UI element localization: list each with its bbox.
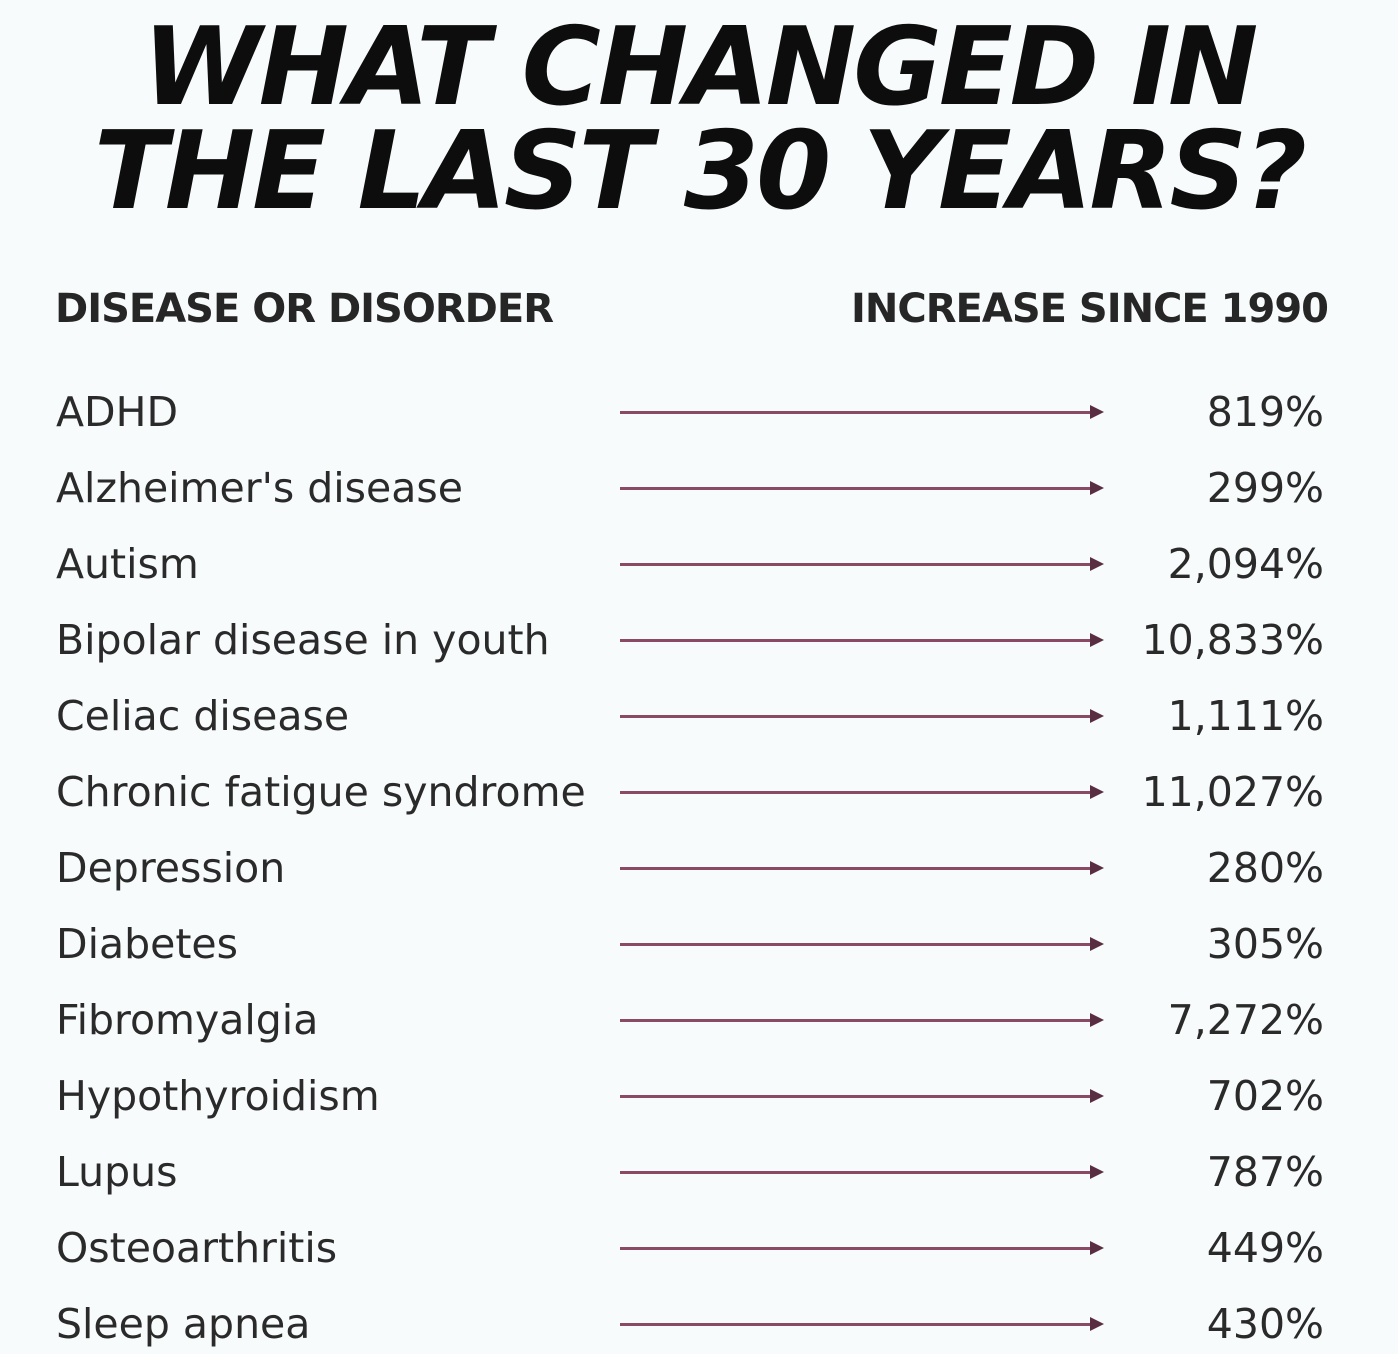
arrow-head (1090, 1241, 1104, 1255)
increase-value: 10,833% (1141, 616, 1324, 664)
disease-label: ADHD (56, 382, 183, 442)
increase-value: 1,111% (1167, 692, 1324, 740)
table-row: Sleep apnea 430% (0, 1294, 1398, 1354)
chart-title: WHAT CHANGED IN THE LAST 30 YEARS? (0, 0, 1398, 234)
arrow-icon (620, 709, 1104, 723)
arrow-icon (620, 481, 1104, 495)
title-line-1: WHAT CHANGED IN (142, 5, 1259, 130)
arrow-shaft (620, 1247, 1092, 1250)
arrow-shaft (620, 1019, 1092, 1022)
disease-label: Bipolar disease in youth (56, 610, 554, 670)
arrow-head (1090, 937, 1104, 951)
disease-label: Sleep apnea (56, 1294, 315, 1354)
arrow-shaft (620, 867, 1092, 870)
arrow-shaft (620, 487, 1092, 490)
disease-label: Lupus (56, 1142, 182, 1202)
table-row: Celiac disease 1,111% (0, 686, 1398, 746)
increase-value: 280% (1206, 844, 1324, 892)
increase-value: 299% (1206, 464, 1324, 512)
arrow-icon (620, 1165, 1104, 1179)
arrow-icon (620, 405, 1104, 419)
disease-label: Depression (56, 838, 290, 898)
increase-value: 11,027% (1141, 768, 1324, 816)
arrow-shaft (620, 943, 1092, 946)
arrow-shaft (620, 1095, 1092, 1098)
disease-label: Fibromyalgia (56, 990, 323, 1050)
table-row: Fibromyalgia 7,272% (0, 990, 1398, 1050)
arrow-shaft (620, 411, 1092, 414)
arrow-shaft (620, 639, 1092, 642)
arrow-shaft (620, 715, 1092, 718)
arrow-icon (620, 1089, 1104, 1103)
table-row: Depression 280% (0, 838, 1398, 898)
column-header-increase: INCREASE SINCE 1990 (851, 286, 1329, 332)
arrow-icon (620, 557, 1104, 571)
table-row: Lupus 787% (0, 1142, 1398, 1202)
column-header-disease: DISEASE OR DISORDER (55, 286, 554, 332)
table-row: Autism 2,094% (0, 534, 1398, 594)
arrow-icon (620, 1317, 1104, 1331)
arrow-head (1090, 481, 1104, 495)
disease-label: Autism (56, 534, 203, 594)
increase-value: 819% (1206, 388, 1324, 436)
disease-label: Chronic fatigue syndrome (56, 762, 590, 822)
title-line-2: THE LAST 30 YEARS? (94, 109, 1307, 234)
arrow-icon (620, 633, 1104, 647)
table-row: Alzheimer's disease 299% (0, 458, 1398, 518)
increase-value: 2,094% (1167, 540, 1324, 588)
table-row: ADHD 819% (0, 382, 1398, 442)
disease-label: Hypothyroidism (56, 1066, 384, 1126)
disease-label: Alzheimer's disease (56, 458, 467, 518)
arrow-icon (620, 861, 1104, 875)
arrow-head (1090, 861, 1104, 875)
increase-value: 7,272% (1167, 996, 1324, 1044)
arrow-icon (620, 1241, 1104, 1255)
arrow-head (1090, 709, 1104, 723)
arrow-icon (620, 1013, 1104, 1027)
increase-value: 449% (1206, 1224, 1324, 1272)
arrow-head (1090, 1317, 1104, 1331)
arrow-head (1090, 1165, 1104, 1179)
table-row: Bipolar disease in youth 10,833% (0, 610, 1398, 670)
arrow-head (1090, 405, 1104, 419)
arrow-icon (620, 785, 1104, 799)
disease-label: Celiac disease (56, 686, 354, 746)
arrow-head (1090, 1089, 1104, 1103)
arrow-shaft (620, 1171, 1092, 1174)
arrow-head (1090, 1013, 1104, 1027)
increase-value: 787% (1206, 1148, 1324, 1196)
table-row: Hypothyroidism 702% (0, 1066, 1398, 1126)
arrow-icon (620, 937, 1104, 951)
disease-label: Diabetes (56, 914, 242, 974)
increase-value: 702% (1206, 1072, 1324, 1120)
disease-label: Osteoarthritis (56, 1218, 342, 1278)
table-row: Osteoarthritis 449% (0, 1218, 1398, 1278)
arrow-shaft (620, 563, 1092, 566)
table-row: Chronic fatigue syndrome 11,027% (0, 762, 1398, 822)
increase-value: 305% (1206, 920, 1324, 968)
arrow-shaft (620, 1323, 1092, 1326)
arrow-head (1090, 633, 1104, 647)
arrow-head (1090, 557, 1104, 571)
increase-value: 430% (1206, 1300, 1324, 1348)
arrow-shaft (620, 791, 1092, 794)
table-row: Diabetes 305% (0, 914, 1398, 974)
arrow-head (1090, 785, 1104, 799)
